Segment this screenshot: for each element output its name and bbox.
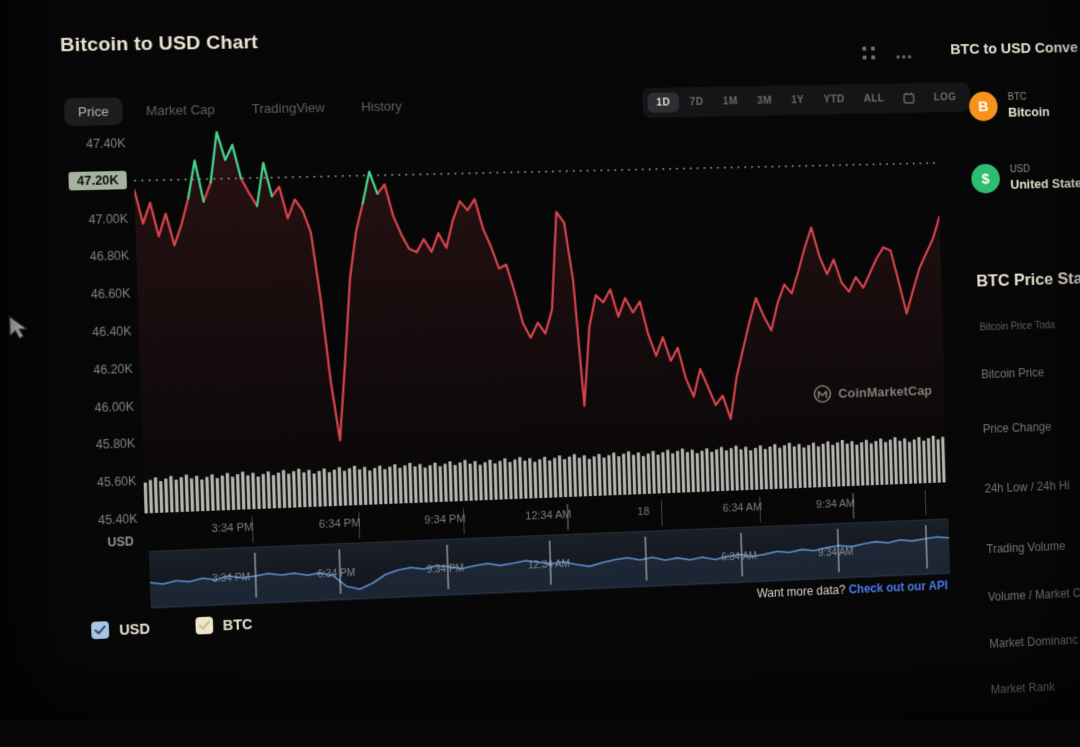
bitcoin-coin-icon: B [969, 91, 998, 121]
range-3m[interactable]: 3M [748, 91, 781, 111]
navigator-label: 6:34 PM [317, 568, 355, 581]
y-axis-label: 46.00K [51, 399, 134, 416]
api-promo-text: Want more data? [757, 583, 846, 601]
y-axis-label: 45.40K [54, 512, 137, 530]
x-axis-label: 9:34 AM [816, 498, 855, 511]
stats-item-trading-volume: Trading Volume [986, 536, 1080, 556]
x-axis-label: 6:34 PM [319, 517, 361, 531]
range-1y[interactable]: 1Y [782, 90, 813, 110]
page-title: Bitcoin to USD Chart [60, 32, 259, 57]
stats-item-market-rank: Market Rank [991, 676, 1080, 697]
stats-subtitle: Bitcoin Price Toda [980, 318, 1080, 333]
y-axis-label: 47.00K [45, 211, 129, 227]
coin-symbol: BTC [1008, 92, 1050, 105]
range-1d[interactable]: 1D [647, 92, 679, 112]
legend-toggle-usd[interactable]: USD [91, 619, 150, 639]
y-axis-label: 45.80K [52, 437, 135, 454]
navigator-label: 6:34 AM [721, 551, 757, 563]
navigator-label: 9:34 AM [818, 547, 854, 559]
y-axis-label: 46.20K [49, 361, 133, 378]
y-axis-unit: USD [97, 534, 145, 550]
mouse-cursor-icon [8, 315, 32, 340]
stats-item-price-change: Price Change [983, 417, 1080, 436]
range-ytd[interactable]: YTD [814, 89, 853, 109]
tab-price[interactable]: Price [64, 97, 123, 126]
y-axis-label: 45.60K [53, 474, 136, 491]
x-axis-label: 3:34 PM [211, 521, 253, 535]
tab-history[interactable]: History [348, 92, 416, 120]
range-log[interactable]: LOG [925, 87, 965, 107]
fullscreen-icon[interactable] [862, 47, 875, 65]
price-area-fill [133, 118, 948, 513]
watermark-text: CoinMarketCap [838, 383, 932, 401]
open-price-badge: 47.20K [68, 171, 127, 191]
navigator-label: 9:34 PM [426, 563, 464, 576]
price-chart[interactable] [132, 117, 947, 518]
x-axis-tick [661, 500, 663, 526]
range-1m[interactable]: 1M [714, 91, 747, 111]
x-axis-label: 12:34 AM [525, 509, 571, 523]
united-state-coin-icon: $ [971, 164, 1000, 194]
navigator-label: 3:34 PM [212, 572, 250, 585]
calendar-icon[interactable] [894, 88, 923, 108]
open-price-dotted-line [134, 163, 938, 181]
chart-toolbar-icons [862, 46, 911, 64]
checkbox-icon[interactable] [195, 617, 213, 635]
x-axis-label: 9:34 PM [424, 513, 465, 527]
chart-tabs: Price Market Cap TradingView History [64, 92, 415, 126]
tab-market-cap[interactable]: Market Cap [132, 95, 229, 124]
stats-item-bitcoin-price: Bitcoin Price [981, 363, 1080, 382]
stats-item-24h-low-24h-hi: 24h Low / 24h Hi [984, 476, 1080, 496]
coinmarketcap-logo-icon [813, 384, 832, 403]
stats-item-market-dominanc: Market Dominanc [989, 630, 1080, 651]
x-axis-label: 6:34 AM [722, 501, 762, 514]
checkbox-icon[interactable] [91, 621, 109, 639]
y-axis-label: 47.40K [42, 136, 126, 152]
range-all[interactable]: ALL [855, 88, 893, 108]
coin-name: United State [1010, 175, 1080, 191]
navigator-label: 12:34 AM [528, 559, 570, 572]
chart-legend: USD BTC [91, 615, 253, 639]
api-promo-link[interactable]: Check out our API [848, 578, 947, 596]
x-axis-tick [924, 490, 926, 516]
more-options-icon[interactable] [896, 46, 912, 64]
coin-name: Bitcoin [1008, 104, 1050, 119]
x-axis-label: 18 [637, 506, 649, 518]
stats-item-volume-market-c: Volume / Market C [988, 584, 1080, 604]
y-axis-label: 46.40K [48, 324, 132, 341]
stats-title: BTC Price Statis [976, 268, 1080, 292]
tab-tradingview[interactable]: TradingView [238, 93, 338, 122]
y-axis-label: 46.80K [46, 249, 130, 265]
converter-title: BTC to USD Conve [950, 39, 1080, 58]
range-7d[interactable]: 7D [681, 92, 713, 112]
legend-toggle-btc[interactable]: BTC [195, 615, 253, 635]
y-axis-label: 46.60K [47, 286, 131, 303]
legend-label: BTC [223, 615, 253, 633]
legend-label: USD [119, 620, 150, 638]
